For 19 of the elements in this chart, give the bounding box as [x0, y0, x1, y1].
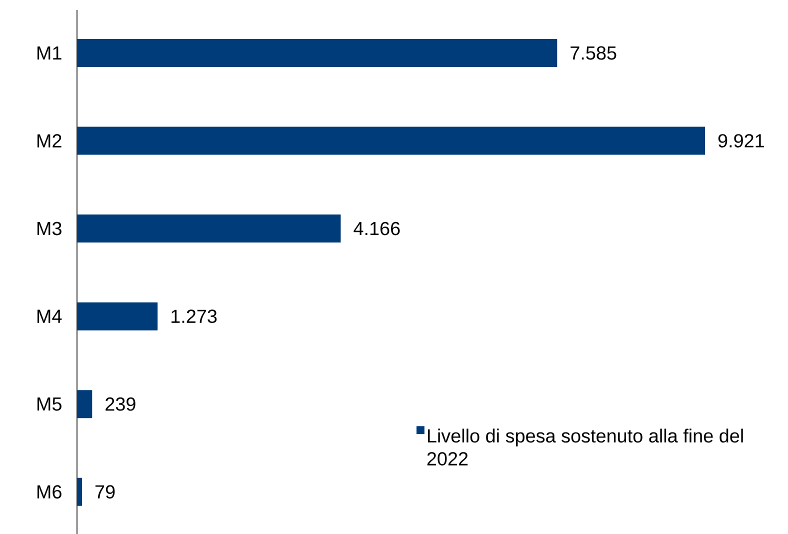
y-tick-label: M2 — [38, 134, 62, 148]
data-label: 79 — [95, 485, 115, 499]
y-tick-label: M5 — [38, 397, 62, 411]
y-tick-label: M3 — [38, 222, 62, 236]
data-label: 4.166 — [354, 222, 400, 236]
bar — [77, 390, 92, 418]
data-label: 7.585 — [570, 46, 616, 60]
bar — [77, 214, 341, 243]
bar — [77, 302, 158, 330]
data-label: 1.273 — [172, 310, 217, 324]
bar — [77, 126, 706, 155]
data-label: 239 — [106, 397, 136, 411]
data-label: 9.921 — [718, 134, 764, 148]
y-tick-label: M1 — [38, 46, 62, 60]
y-tick-label: M4 — [38, 310, 62, 323]
legend-label: Livello di spesa sostenuto alla fine del 2022 — [427, 428, 743, 466]
bar — [77, 39, 558, 67]
y-tick-label: M6 — [38, 485, 62, 499]
bar — [77, 478, 82, 506]
